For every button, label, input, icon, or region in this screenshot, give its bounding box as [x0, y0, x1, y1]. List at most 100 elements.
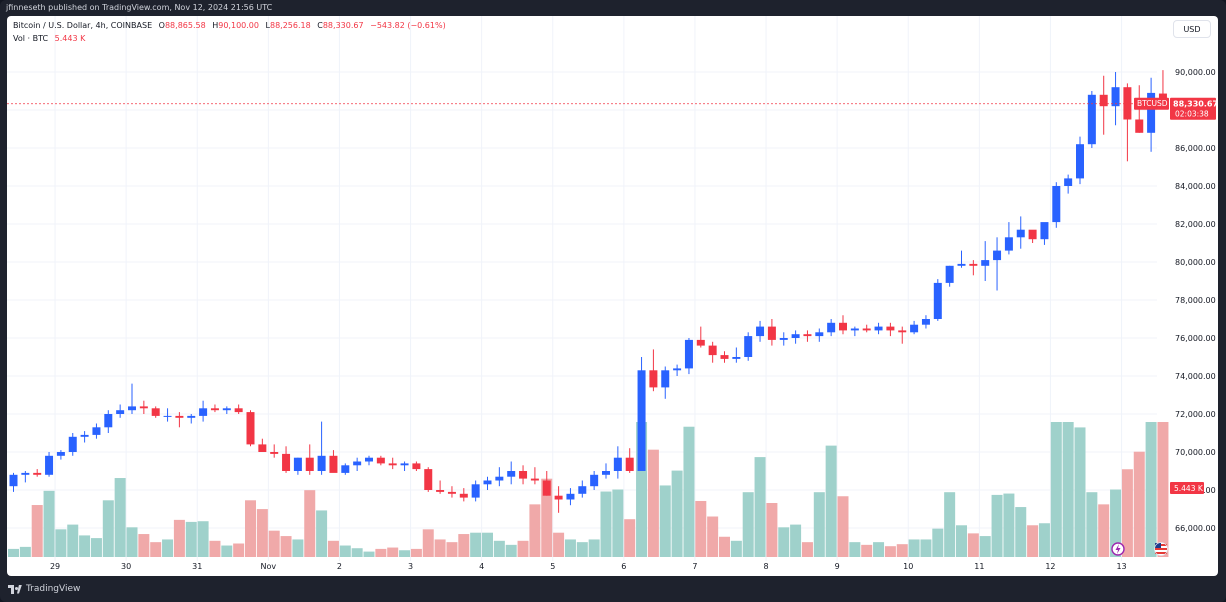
lightning-icon[interactable]: [1111, 542, 1125, 556]
open-label: O: [158, 21, 165, 30]
candle-body: [483, 480, 492, 485]
candle-body: [756, 326, 765, 337]
volume-bar: [90, 538, 102, 557]
volume-bar: [8, 548, 19, 557]
tradingview-logo[interactable]: TradingView: [8, 584, 80, 594]
candle-body: [1064, 178, 1073, 186]
volume-bar: [600, 491, 612, 557]
candle-body: [613, 457, 622, 471]
low-value: 88,256.18: [269, 21, 311, 30]
volume-bar: [1157, 422, 1169, 557]
candle-body: [839, 322, 847, 331]
volume-bar: [873, 542, 885, 557]
volume-bar: [363, 551, 375, 557]
volume-bar: [280, 536, 292, 557]
candle-body: [933, 282, 942, 319]
chart-panel[interactable]: 66,000.0068,000.0070,000.0072,000.0074,0…: [7, 16, 1218, 576]
candle-body: [424, 469, 433, 490]
time-tick-label: 8: [764, 562, 769, 571]
volume-bar: [742, 492, 754, 557]
candle-body: [80, 434, 89, 437]
candle-body: [21, 472, 30, 475]
volume-bar: [695, 500, 707, 557]
volume-bar: [920, 539, 932, 557]
candle-body: [886, 326, 895, 331]
price-tag-value: 88,330.67: [1173, 100, 1218, 109]
candle-body: [92, 427, 101, 435]
time-tick-label: 5: [550, 562, 555, 571]
high-label: H: [212, 21, 219, 30]
candle-body: [447, 491, 456, 494]
time-tick-label: 2: [337, 562, 342, 571]
time-tick-label: Nov: [261, 562, 277, 571]
volume-bar: [150, 542, 162, 557]
open-value: 88,865.58: [164, 21, 206, 30]
candle-body: [353, 461, 362, 466]
candle-body: [436, 490, 445, 492]
volume-bar: [719, 536, 730, 557]
candle-body: [862, 328, 871, 331]
candle-body: [293, 457, 302, 471]
candle-body: [637, 370, 646, 471]
candle-body: [661, 370, 670, 388]
volume-bar: [1110, 489, 1122, 557]
candles: [9, 70, 1167, 513]
volume-bar: [327, 540, 339, 557]
candle-body: [519, 471, 528, 479]
volume-label[interactable]: Vol · BTC: [13, 34, 49, 43]
symbol-name[interactable]: Bitcoin / U.S. Dollar, 4h, COINBASE: [13, 21, 153, 30]
currency-button[interactable]: USD: [1173, 20, 1211, 38]
volume-bar: [292, 539, 304, 557]
candle-body: [910, 324, 919, 333]
tradingview-brand: TradingView: [26, 584, 81, 594]
volume-bar: [849, 542, 861, 557]
volume-bar: [1003, 493, 1015, 557]
low-label: L: [265, 21, 270, 30]
volume-bar: [564, 539, 576, 557]
volume-bar: [991, 494, 1003, 557]
volume-bar: [43, 490, 55, 557]
candle-body: [459, 493, 468, 498]
candle-body: [921, 319, 930, 325]
volume-bar: [1027, 525, 1039, 557]
last-price-tag: BTCUSD 88,330.67 02:03:38: [1134, 97, 1218, 120]
close-label: C: [317, 21, 323, 30]
volume-bar: [956, 525, 967, 557]
volume-bar: [813, 492, 825, 557]
volume-bar: [197, 521, 209, 557]
volume-value: 5.443 K: [54, 34, 86, 43]
price-tag-countdown: 02:03:38: [1175, 110, 1209, 119]
candle-body: [128, 406, 136, 411]
volume-bar: [422, 529, 434, 557]
volume-bar: [79, 535, 91, 557]
volume-bar: [162, 539, 174, 557]
symbol-legend: Bitcoin / U.S. Dollar, 4h, COINBASE O88,…: [13, 21, 446, 30]
candle-body: [590, 474, 599, 487]
candle-body: [305, 457, 314, 471]
volume-bar: [588, 539, 600, 557]
time-axis: 29 30 31 Nov 2 3 4 5 6 7 8 9 10 11 12 13: [50, 562, 1127, 571]
volume-bar: [932, 528, 944, 557]
volume-bar: [31, 505, 43, 557]
candle-body: [258, 444, 267, 452]
volume-tag-value: 5.443 K: [1174, 484, 1204, 493]
candle-body: [566, 493, 575, 500]
time-tick-label: 29: [50, 562, 60, 571]
volume-bar: [861, 544, 873, 557]
candle-body: [1087, 94, 1096, 145]
price-tick-label: 72,000.00: [1175, 410, 1216, 419]
candle-body: [210, 408, 219, 411]
price-chart[interactable]: 66,000.0068,000.0070,000.0072,000.0074,0…: [7, 16, 1218, 576]
us-flag-icon[interactable]: [1154, 542, 1168, 556]
candle-body: [151, 408, 160, 416]
candle-body: [554, 495, 563, 500]
candle-body: [104, 414, 113, 428]
candle-body: [684, 339, 693, 369]
volume-bar: [576, 542, 588, 557]
volume-bar: [529, 504, 541, 557]
price-axis: 66,000.0068,000.0070,000.0072,000.0074,0…: [1175, 68, 1216, 533]
price-tick-label: 70,000.00: [1175, 448, 1216, 457]
volume-bar: [221, 545, 233, 557]
volume-bar: [245, 500, 256, 557]
time-tick-label: 6: [621, 562, 626, 571]
